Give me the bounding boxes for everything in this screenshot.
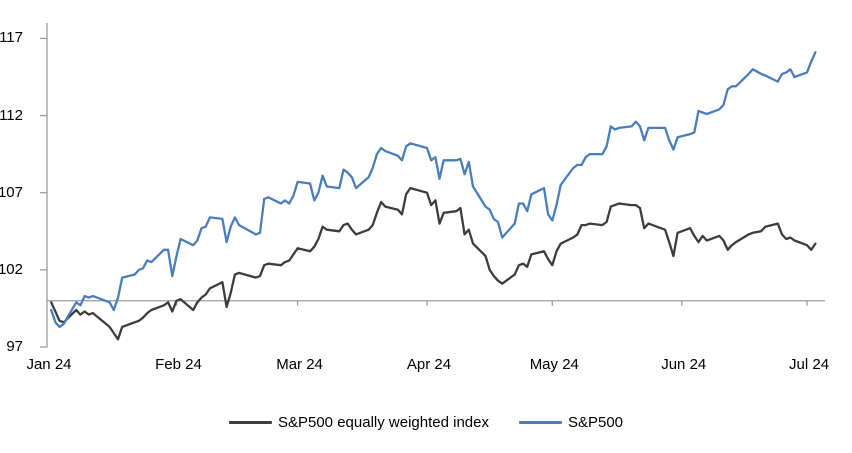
series-line-sp500-equal-weight <box>50 186 817 341</box>
legend-label: S&P500 <box>567 414 624 431</box>
y-tick-label: 97 <box>6 338 23 355</box>
x-tick-label: May 24 <box>529 356 579 373</box>
x-tick-label: Apr 24 <box>406 356 452 373</box>
equal-weight-line-swatch-icon <box>228 421 272 424</box>
x-tick-label: Feb 24 <box>155 356 202 373</box>
x-tick-label: Jul 24 <box>789 356 830 373</box>
series-line-sp500 <box>50 51 817 329</box>
y-tick-label: 117 <box>0 29 23 47</box>
x-tick-label: Jan 24 <box>26 356 72 373</box>
legend-label: S&P500 equally weighted index <box>277 414 489 431</box>
chart-legend: S&P500 equally weighted index S&P500 <box>0 413 852 432</box>
y-tick-label: 102 <box>0 260 23 278</box>
y-tick-label: 112 <box>0 106 23 124</box>
y-tick-label: 107 <box>0 183 23 201</box>
x-tick-label: Jun 24 <box>661 356 707 373</box>
sp500-line-swatch-icon <box>518 421 562 424</box>
x-tick-label: Mar 24 <box>276 356 323 373</box>
legend-item-equal-weight: S&P500 equally weighted index <box>228 413 489 432</box>
legend-item-sp500: S&P500 <box>518 413 624 432</box>
